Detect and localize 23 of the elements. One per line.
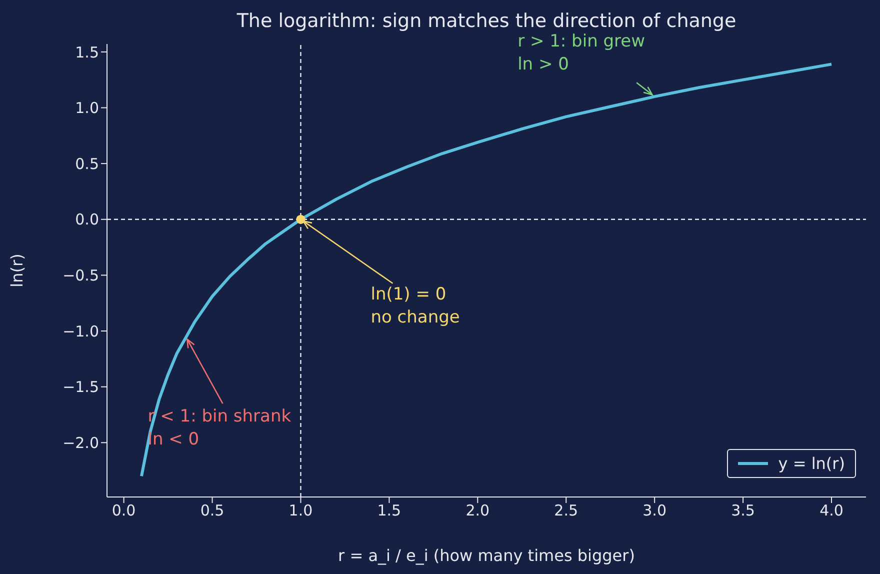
x-tick-label: 0.5 <box>200 502 224 520</box>
chart-title: The logarithm: sign matches the direction of change <box>236 10 738 32</box>
y-tick-label: 0.0 <box>75 210 99 229</box>
y-tick-label: 1.0 <box>75 99 99 118</box>
y-tick-label: −1.5 <box>62 378 99 396</box>
annotation: r > 1: bin grew ln > 0 <box>518 32 646 75</box>
y-axis-title: ln(r) <box>8 254 27 288</box>
annotation: ln(1) = 0 no change <box>370 284 460 328</box>
y-tick-label: −0.5 <box>62 266 99 285</box>
x-tick-label: 1.5 <box>377 502 402 520</box>
x-tick-label: 0.0 <box>112 502 136 520</box>
y-tick-label: 1.5 <box>75 43 99 62</box>
y-tick-label: 0.5 <box>75 154 99 173</box>
x-tick-label: 2.5 <box>554 502 578 520</box>
x-tick-label: 2.0 <box>466 502 490 520</box>
x-tick-label: 4.0 <box>820 502 844 520</box>
x-tick-label: 3.5 <box>731 502 755 520</box>
y-tick-label: −1.0 <box>62 322 99 340</box>
x-tick-label: 3.0 <box>642 502 667 520</box>
y-tick-label: −2.0 <box>62 434 99 452</box>
x-axis-title: r = a_i / e_i (how many times bigger) <box>338 546 635 565</box>
x-tick-label: 1.0 <box>288 502 313 520</box>
legend-label: y = ln(r) <box>778 454 845 473</box>
